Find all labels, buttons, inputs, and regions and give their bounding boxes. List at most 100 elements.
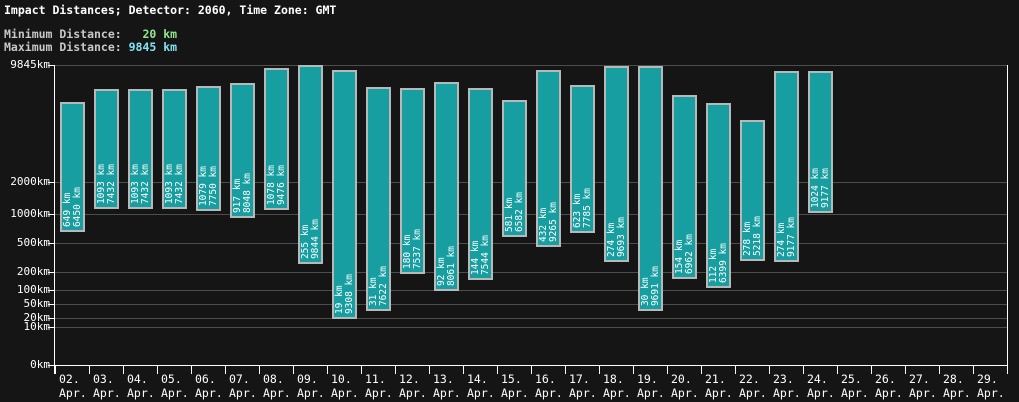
bar-min-max-label: 432 km 9265 km xyxy=(537,201,559,242)
x-axis-label: 14. Apr. xyxy=(467,372,495,400)
x-axis-tick xyxy=(769,365,770,374)
y-axis-tick xyxy=(48,214,54,215)
bar-min-max-label: 1078 km 9476 km xyxy=(265,164,287,205)
range-bar: 1024 km 9177 km xyxy=(808,71,833,213)
range-bar: 112 km 6399 km xyxy=(706,103,731,288)
x-axis-tick xyxy=(531,365,532,374)
y-gridline xyxy=(54,290,1007,291)
y-gridline xyxy=(54,327,1007,328)
range-bar: 1093 km 7432 km xyxy=(94,89,119,209)
bar-min-max-label: 1024 km 9177 km xyxy=(809,167,831,208)
x-axis-tick xyxy=(89,365,90,374)
range-bar: 30 km 9691 km xyxy=(638,66,663,311)
x-axis-tick xyxy=(633,365,634,374)
bar-min-max-label: 112 km 6399 km xyxy=(707,242,729,283)
x-axis-label: 21. Apr. xyxy=(705,372,733,400)
y-axis-tick xyxy=(48,304,54,305)
x-axis-label: 09. Apr. xyxy=(297,372,325,400)
bar-min-max-label: 1093 km 7432 km xyxy=(163,163,185,204)
x-axis-tick xyxy=(735,365,736,374)
x-axis-label: 20. Apr. xyxy=(671,372,699,400)
x-axis-tick xyxy=(939,365,940,374)
bar-min-max-label: 274 km 9177 km xyxy=(775,216,797,257)
y-axis-label: 20km xyxy=(23,311,51,324)
bar-min-max-label: 1093 km 7432 km xyxy=(129,163,151,204)
x-axis-label: 18. Apr. xyxy=(603,372,631,400)
bar-min-max-label: 623 km 7785 km xyxy=(571,187,593,228)
bar-min-max-label: 278 km 5218 km xyxy=(741,215,763,256)
x-axis-label: 08. Apr. xyxy=(263,372,291,400)
x-axis-label: 28. Apr. xyxy=(943,372,971,400)
x-axis-tick xyxy=(701,365,702,374)
x-axis-label: 05. Apr. xyxy=(161,372,189,400)
x-axis-label: 15. Apr. xyxy=(501,372,529,400)
y-axis-tick xyxy=(48,318,54,319)
y-axis-tick xyxy=(48,327,54,328)
bar-min-max-label: 917 km 8048 km xyxy=(231,172,253,213)
x-axis-label: 23. Apr. xyxy=(773,372,801,400)
bar-min-max-label: 581 km 6582 km xyxy=(503,191,525,232)
y-gridline xyxy=(54,304,1007,305)
y-axis-tick xyxy=(48,290,54,291)
x-axis-label: 04. Apr. xyxy=(127,372,155,400)
y-axis-tick xyxy=(48,243,54,244)
range-bar: 1093 km 7432 km xyxy=(162,89,187,209)
x-axis-label: 25. Apr. xyxy=(841,372,869,400)
bar-min-max-label: 19 km 9308 km xyxy=(333,273,355,314)
bar-min-max-label: 649 km 6450 km xyxy=(61,186,83,227)
y-gridline xyxy=(54,318,1007,319)
x-axis-tick xyxy=(395,365,396,374)
min-distance-label: Minimum Distance: xyxy=(4,27,122,41)
min-distance-row: Minimum Distance: 20 km xyxy=(4,27,177,41)
x-axis-label: 17. Apr. xyxy=(569,372,597,400)
x-axis-label: 12. Apr. xyxy=(399,372,427,400)
range-bar: 917 km 8048 km xyxy=(230,83,255,218)
x-axis-tick xyxy=(123,365,124,374)
x-axis-label: 19. Apr. xyxy=(637,372,665,400)
x-axis-tick xyxy=(837,365,838,374)
x-axis-tick xyxy=(803,365,804,374)
right-frame-line xyxy=(1007,65,1008,374)
y-axis-label: 50km xyxy=(23,297,51,310)
x-axis-label: 24. Apr. xyxy=(807,372,835,400)
range-bar: 274 km 9177 km xyxy=(774,71,799,262)
y-gridline xyxy=(54,214,1007,215)
x-axis-label: 11. Apr. xyxy=(365,372,393,400)
x-axis-tick xyxy=(327,365,328,374)
x-axis-tick xyxy=(905,365,906,374)
range-bar: 278 km 5218 km xyxy=(740,120,765,261)
x-axis-tick xyxy=(871,365,872,374)
y-gridline xyxy=(54,65,1007,66)
x-axis-tick xyxy=(55,365,56,374)
y-axis-label: 2000km xyxy=(10,175,50,188)
bar-min-max-label: 92 km 8061 km xyxy=(435,245,457,286)
range-bar: 1078 km 9476 km xyxy=(264,68,289,210)
bar-min-max-label: 144 km 7544 km xyxy=(469,234,491,275)
bar-min-max-label: 255 km 9844 km xyxy=(299,218,321,259)
x-axis-label: 13. Apr. xyxy=(433,372,461,400)
x-axis-label: 02. Apr. xyxy=(59,372,87,400)
y-axis-line xyxy=(54,65,55,374)
bar-min-max-label: 274 km 9693 km xyxy=(605,216,627,257)
range-bar: 144 km 7544 km xyxy=(468,88,493,280)
x-axis-label: 03. Apr. xyxy=(93,372,121,400)
range-bar: 255 km 9844 km xyxy=(298,65,323,264)
range-bar: 180 km 7537 km xyxy=(400,88,425,274)
range-bar: 432 km 9265 km xyxy=(536,70,561,247)
x-axis-tick xyxy=(259,365,260,374)
bar-min-max-label: 154 km 6962 km xyxy=(673,233,695,274)
max-distance-label: Maximum Distance: xyxy=(4,40,122,54)
bar-min-max-label: 30 km 9691 km xyxy=(639,265,661,306)
range-bar: 1079 km 7750 km xyxy=(196,86,221,211)
x-axis-tick xyxy=(361,365,362,374)
range-bar: 19 km 9308 km xyxy=(332,70,357,319)
x-axis-tick xyxy=(157,365,158,374)
bar-min-max-label: 1079 km 7750 km xyxy=(197,165,219,206)
x-axis-tick xyxy=(565,365,566,374)
range-bar: 581 km 6582 km xyxy=(502,100,527,237)
y-axis-tick xyxy=(48,182,54,183)
x-axis-label: 10. Apr. xyxy=(331,372,359,400)
x-axis-tick xyxy=(429,365,430,374)
y-axis-label: 10km xyxy=(23,320,51,333)
